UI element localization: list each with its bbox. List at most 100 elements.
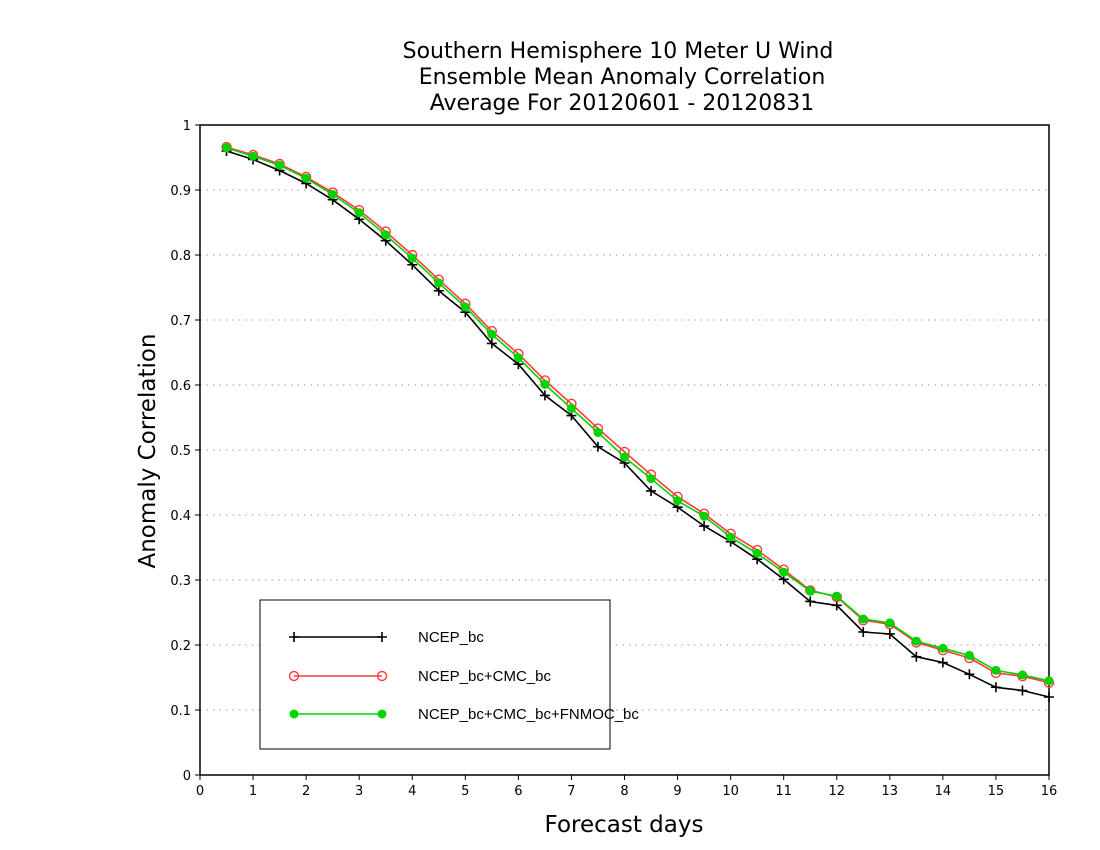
- chart-title-line-2: Ensemble Mean Anomaly Correlation: [419, 65, 826, 90]
- data-point: [937, 657, 948, 668]
- y-tick-label: 0.9: [170, 184, 191, 199]
- data-point: [487, 329, 497, 339]
- data-point: [858, 614, 868, 624]
- legend-marker: [377, 632, 387, 642]
- y-tick-label: 0.7: [170, 314, 191, 329]
- data-point: [328, 190, 338, 200]
- x-tick-label: 13: [882, 784, 899, 799]
- legend-label: NCEP_bc+CMC_bc+FNMOC_bc: [418, 706, 639, 723]
- y-tick-label: 0.8: [170, 249, 191, 264]
- data-point: [991, 665, 1001, 675]
- data-point: [566, 403, 576, 413]
- data-point: [805, 586, 815, 596]
- legend: NCEP_bc NCEP_bc+CMC_bc NCEP_bc+CMC_bc+FNMO…: [259, 599, 639, 750]
- data-point: [407, 253, 417, 263]
- series-line-1: [226, 146, 1050, 684]
- x-tick-label: 14: [935, 784, 952, 799]
- legend-marker: [288, 670, 300, 682]
- legend-item-2: NCEP_bc+CMC_bc+FNMOC_bc: [289, 706, 639, 723]
- y-tick-label: 0.1: [170, 704, 191, 719]
- y-axis-label: Anomaly Correlation: [135, 333, 161, 568]
- data-point: [964, 669, 975, 680]
- series-0: [221, 146, 1054, 702]
- legend-marker: [377, 709, 387, 719]
- legend-marker: [289, 709, 299, 719]
- x-axis-label: Forecast days: [545, 812, 704, 838]
- data-point: [381, 230, 391, 240]
- legend-item-1: NCEP_bc+CMC_bc: [288, 668, 551, 685]
- y-tick-label: 0: [183, 769, 191, 784]
- x-tick-label: 2: [302, 784, 310, 799]
- x-tick-label: 11: [775, 784, 792, 799]
- y-tick-label: 0.4: [170, 509, 191, 524]
- y-tick-label: 0.3: [170, 574, 191, 589]
- legend-item-0: NCEP_bc: [289, 629, 484, 646]
- x-tick-label: 9: [673, 784, 681, 799]
- data-point: [1017, 685, 1028, 696]
- data-point: [354, 208, 364, 218]
- x-tick-label: 5: [461, 784, 469, 799]
- data-point: [726, 532, 736, 542]
- data-point: [592, 441, 603, 452]
- data-point: [911, 636, 921, 646]
- legend-label: NCEP_bc: [418, 629, 484, 646]
- data-point: [832, 591, 842, 601]
- data-point: [673, 496, 683, 506]
- x-tick-label: 0: [196, 784, 204, 799]
- data-point: [434, 278, 444, 288]
- data-point: [222, 143, 232, 153]
- data-point: [540, 379, 550, 389]
- data-point: [1044, 676, 1054, 686]
- data-point: [275, 160, 285, 170]
- x-tick-label: 6: [514, 784, 522, 799]
- x-tick-label: 15: [988, 784, 1005, 799]
- x-tick-label: 16: [1041, 784, 1058, 799]
- y-tick-label: 0.6: [170, 379, 191, 394]
- data-point: [460, 302, 470, 312]
- x-tick-label: 8: [620, 784, 628, 799]
- legend-box: [259, 599, 611, 750]
- data-point: [646, 474, 656, 484]
- data-point: [248, 151, 258, 161]
- data-point: [752, 548, 762, 558]
- data-point: [1044, 692, 1054, 702]
- legend-marker: [289, 632, 299, 642]
- series-line-2: [226, 147, 1050, 682]
- series-line-0: [226, 150, 1050, 698]
- data-point: [620, 452, 629, 462]
- data-point: [699, 521, 710, 532]
- x-tick-label: 12: [828, 784, 845, 799]
- x-tick-label: 7: [567, 784, 575, 799]
- data-point: [911, 651, 922, 662]
- legend-marker: [376, 670, 388, 682]
- x-tick-label: 1: [249, 784, 257, 799]
- data-point: [885, 618, 895, 628]
- chart-title-line-1: Southern Hemisphere 10 Meter U Wind: [403, 39, 834, 64]
- data-point: [884, 628, 895, 639]
- data-point: [964, 650, 974, 660]
- data-point: [301, 173, 311, 183]
- data-point: [646, 485, 657, 496]
- y-tick-label: 0.2: [170, 639, 191, 654]
- data-point: [805, 596, 816, 607]
- series-layer: [221, 141, 1055, 702]
- data-point: [486, 338, 497, 349]
- data-point: [513, 353, 523, 363]
- data-point: [858, 627, 869, 637]
- x-tick-label: 3: [355, 784, 363, 799]
- data-point: [539, 390, 550, 401]
- chart-title-line-3: Average For 20120601 - 20120831: [430, 91, 815, 116]
- axis-ticks: 00.10.20.30.40.50.60.70.80.910 1 2 3 4 5 6 7 8 9 1…: [170, 119, 1057, 799]
- data-point: [699, 511, 709, 521]
- legend-label: NCEP_bc+CMC_bc: [418, 668, 551, 685]
- series-2: [222, 143, 1054, 686]
- x-tick-label: 10: [722, 784, 739, 799]
- x-tick-label: 4: [408, 784, 416, 799]
- y-tick-label: 0.5: [170, 444, 191, 459]
- data-point: [938, 643, 948, 653]
- y-tick-label: 1: [183, 119, 191, 134]
- data-point: [593, 427, 603, 437]
- data-point: [779, 567, 789, 577]
- data-point: [990, 682, 1001, 693]
